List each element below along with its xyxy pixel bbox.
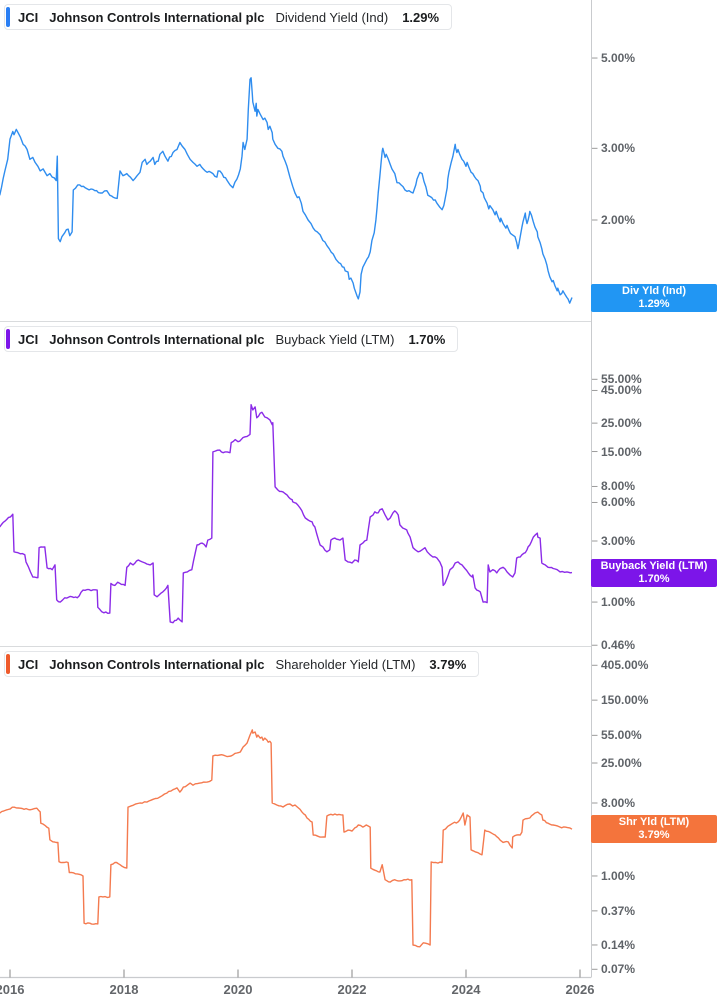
- accent-bar: [6, 654, 10, 674]
- badge-label: Div Yld (Ind): [622, 284, 686, 297]
- y-axis-tick-label: 45.00%: [601, 383, 642, 398]
- x-axis-year-label: 2020: [223, 982, 253, 997]
- y-axis-tick-label: 8.00%: [601, 479, 636, 494]
- x-axis-year-label: 2026: [565, 982, 595, 997]
- last-value-badge-dividend-yield[interactable]: Div Yld (Ind) 1.29%: [591, 283, 717, 312]
- y-axis-tick-label: 2.00%: [601, 213, 636, 227]
- y-axis-tick-label: 0.37%: [601, 903, 636, 918]
- y-axis-tick-label: 5.00%: [601, 51, 636, 66]
- y-axis-tick-label: 1.00%: [601, 868, 636, 883]
- y-axis-tick-label: 150.00%: [601, 693, 649, 708]
- x-axis-year-label: 2018: [109, 982, 139, 997]
- badge-value: 1.29%: [638, 297, 670, 310]
- y-axis-tick-label: 405.00%: [601, 658, 649, 673]
- y-axis-tick-label: 1.00%: [601, 595, 636, 610]
- y-axis-tick-label: 25.00%: [601, 416, 642, 431]
- company-name: Johnson Controls International plc: [49, 9, 265, 25]
- accent-bar: [6, 7, 10, 27]
- ticker: JCI: [18, 656, 39, 672]
- ticker: JCI: [18, 331, 39, 347]
- y-axis-tick-label: 0.14%: [601, 937, 636, 952]
- y-axis-tick-label: 6.00%: [601, 495, 636, 510]
- y-axis-tick-label: 55.00%: [601, 728, 642, 743]
- buyback-yield-ltm--line: [0, 404, 573, 624]
- y-axis-tick-label: 55.00%: [601, 372, 642, 387]
- y-axis-tick-label: 3.00%: [601, 141, 636, 156]
- metric-name: Buyback Yield (LTM): [275, 331, 395, 347]
- ticker: JCI: [18, 9, 39, 25]
- metric-value: 1.70%: [408, 331, 446, 347]
- x-axis-year-label: 2024: [451, 982, 481, 997]
- chart-header-dividend-yield[interactable]: JCI Johnson Controls International plc D…: [4, 4, 453, 30]
- y-axis-tick-label: 0.07%: [601, 962, 636, 977]
- metric-name: Dividend Yield (Ind): [275, 9, 389, 25]
- shareholder-yield-ltm--line: [0, 729, 573, 948]
- x-axis-year-label: 2016: [0, 982, 25, 997]
- y-axis-tick-label: 15.00%: [601, 444, 642, 459]
- last-value-badge-buyback-yield[interactable]: Buyback Yield (LTM) 1.70%: [591, 558, 717, 587]
- y-axis-tick-label: 25.00%: [601, 756, 642, 771]
- badge-label: Shr Yld (LTM): [618, 816, 690, 829]
- company-name: Johnson Controls International plc: [49, 331, 265, 347]
- company-name: Johnson Controls International plc: [49, 656, 265, 672]
- accent-bar: [6, 329, 10, 349]
- y-axis-tick-label: 0.46%: [601, 638, 636, 653]
- badge-value: 3.79%: [638, 829, 670, 842]
- last-value-badge-shareholder-yield[interactable]: Shr Yld (LTM) 3.79%: [591, 815, 717, 844]
- metric-value: 1.29%: [402, 9, 440, 25]
- dividend-yield-ind--line: [0, 77, 573, 304]
- metric-name: Shareholder Yield (LTM): [275, 656, 416, 672]
- chart-header-buyback-yield[interactable]: JCI Johnson Controls International plc B…: [4, 326, 459, 352]
- y-axis-tick-label: 3.00%: [601, 534, 636, 548]
- x-axis-year-label: 2022: [337, 982, 367, 997]
- badge-value: 1.70%: [638, 572, 670, 585]
- chart-header-shareholder-yield[interactable]: JCI Johnson Controls International plc S…: [4, 651, 480, 677]
- y-axis-tick-label: 8.00%: [601, 796, 636, 810]
- badge-label: Buyback Yield (LTM): [600, 559, 708, 572]
- metric-value: 3.79%: [429, 656, 467, 672]
